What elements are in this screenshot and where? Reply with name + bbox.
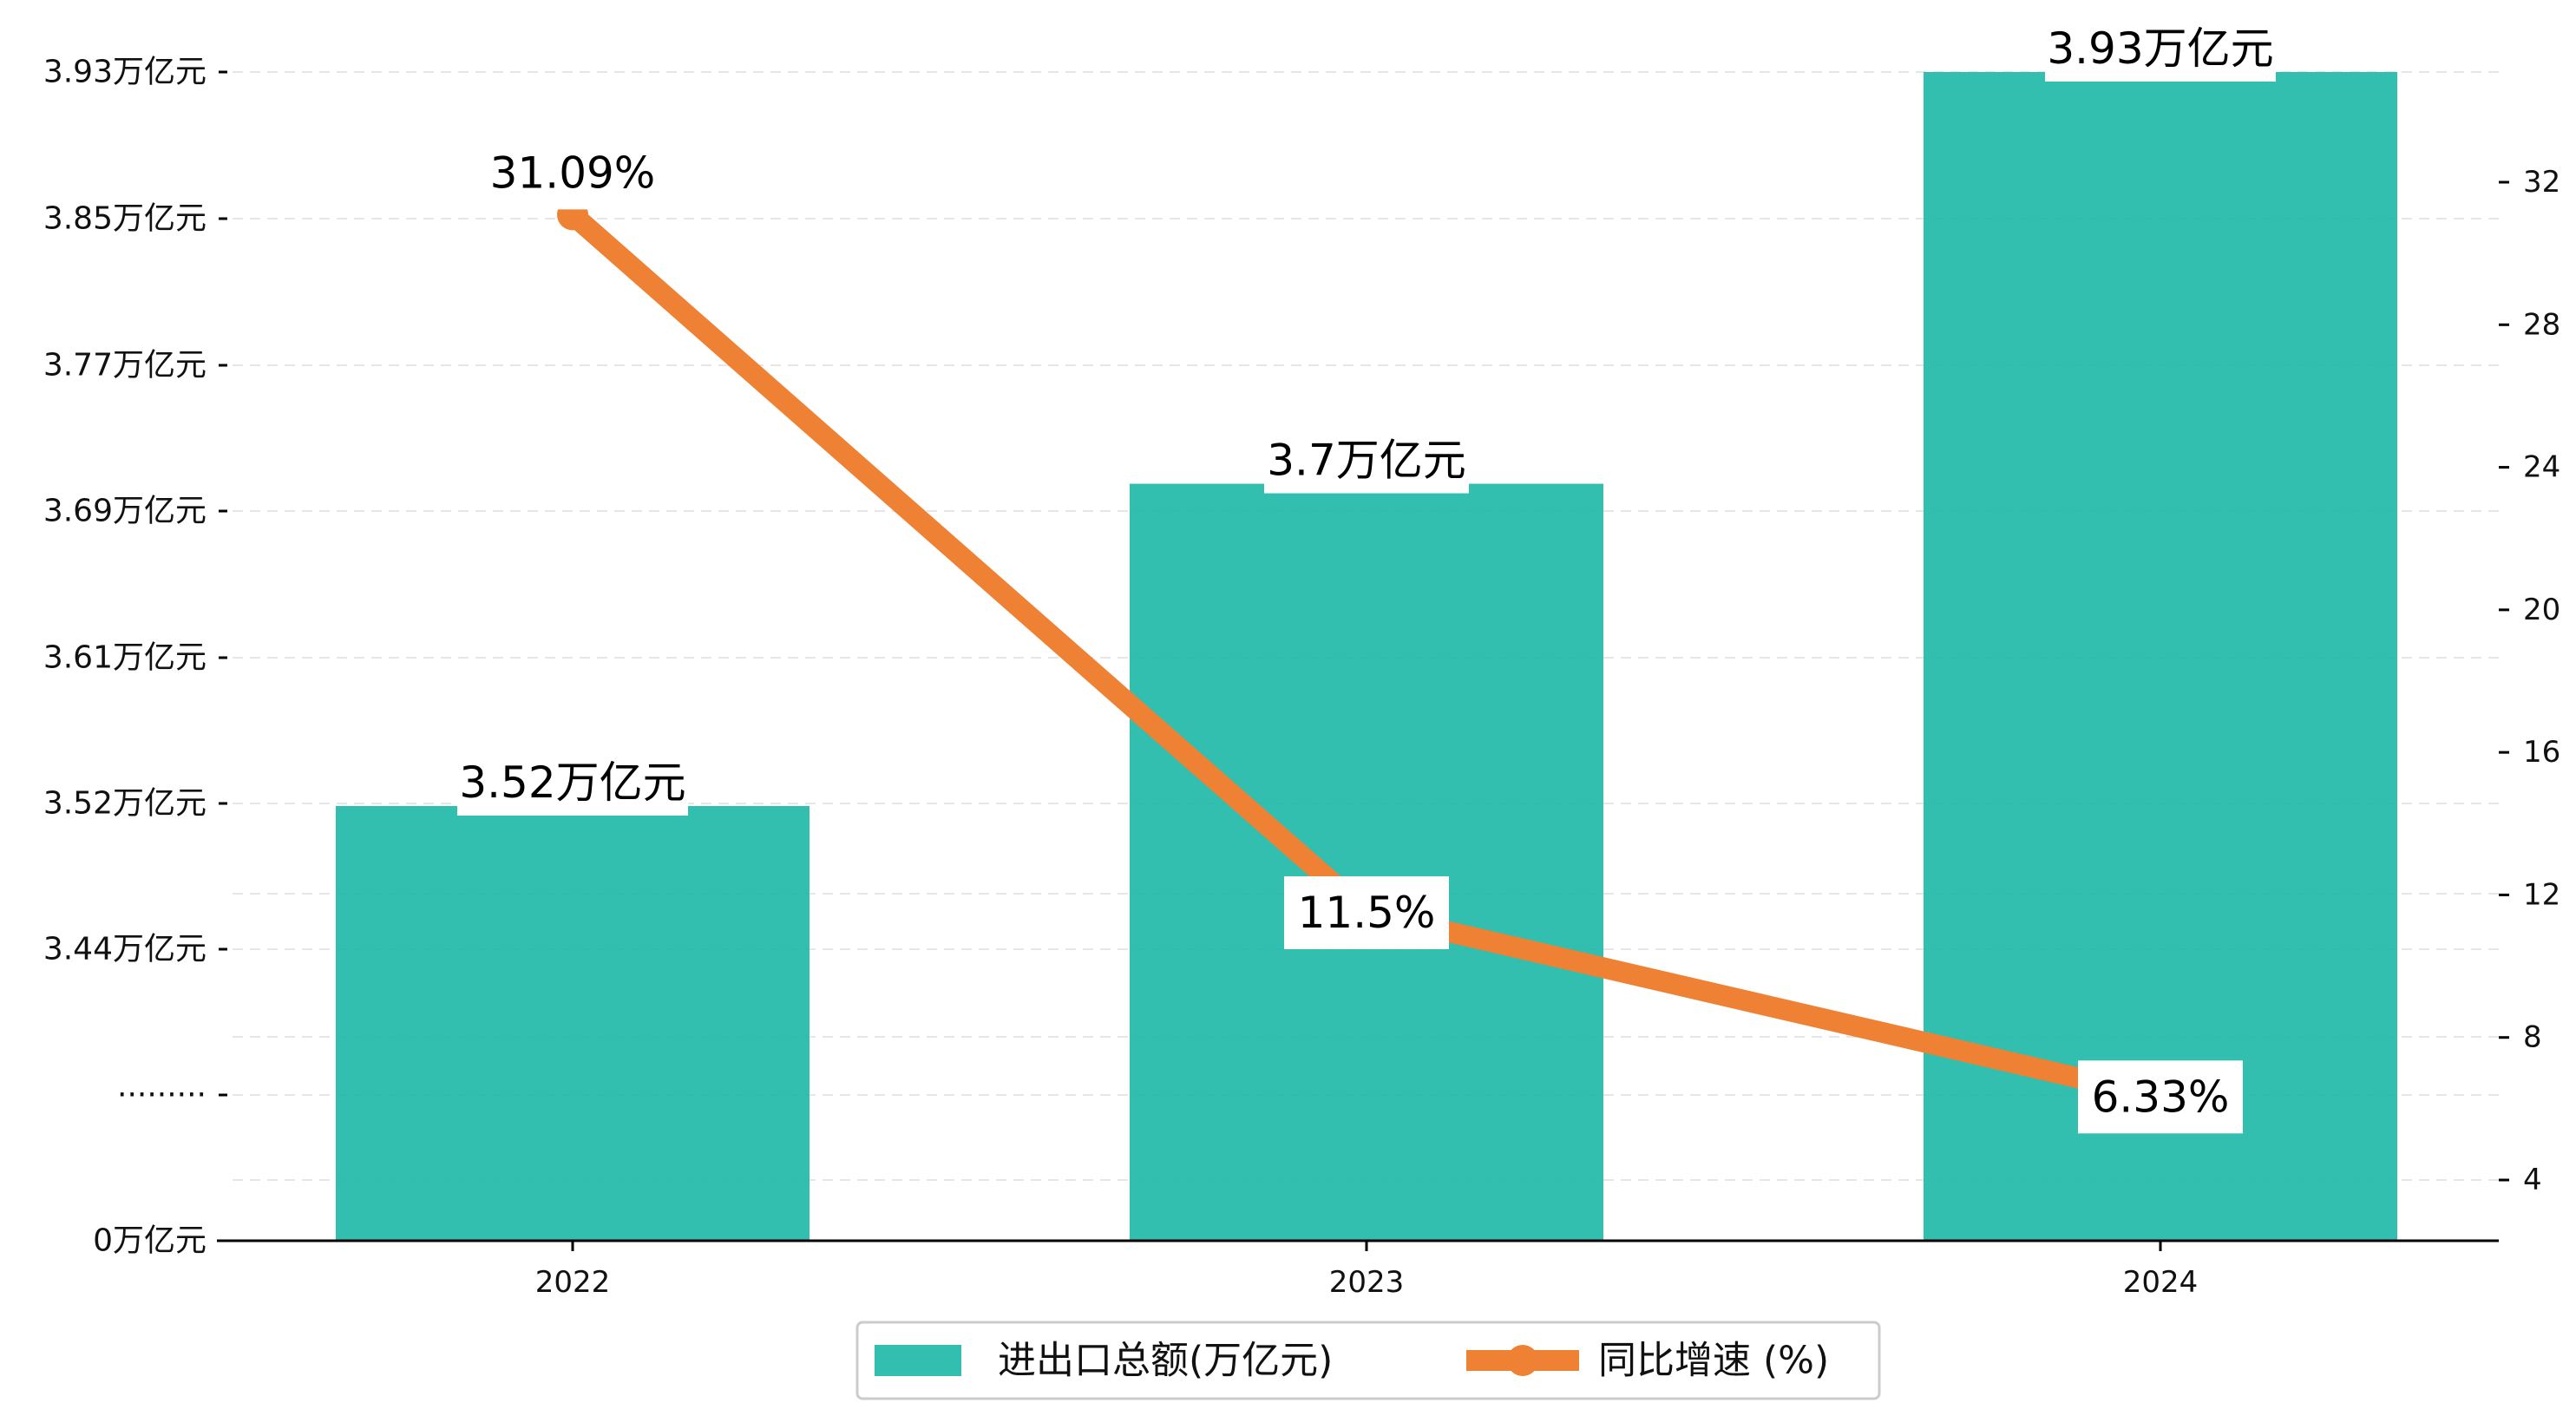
right-tick-label: 12 (2523, 877, 2560, 912)
left-tick-label: 3.44万亿元 (43, 932, 206, 967)
bar-label-2023: 3.7万亿元 (1264, 427, 1469, 494)
right-tick-label: 32 (2523, 165, 2560, 200)
right-tick-label: 16 (2523, 735, 2560, 770)
line-label-2022: 31.09% (477, 136, 668, 210)
legend-box (855, 1321, 1881, 1400)
left-tick-label: 3.93万亿元 (43, 55, 206, 90)
bar-label-2024-text: 3.93万亿元 (2047, 23, 2273, 74)
left-tick-label: 3.85万亿元 (43, 201, 206, 237)
bar-2022 (336, 805, 810, 1241)
legend-bar-label: 进出口总额(万亿元) (998, 1339, 1333, 1383)
line-label-2022-text: 31.09% (490, 148, 656, 198)
bar-label-2022: 3.52万亿元 (457, 749, 688, 816)
right-tick-label: 4 (2523, 1163, 2542, 1197)
line-label-2024-text: 6.33% (2092, 1072, 2230, 1122)
left-tick-label: ········· (117, 1078, 206, 1113)
left-tick-label: 3.61万亿元 (43, 640, 206, 676)
legend: 进出口总额(万亿元) 同比增速 (%) (855, 1321, 1881, 1400)
x-tick-label: 2023 (1329, 1265, 1405, 1300)
line-label-2023-box (1284, 875, 1449, 949)
left-tick-label: 3.69万亿元 (43, 494, 206, 529)
x-tick-label: 2024 (2123, 1265, 2199, 1300)
bar-label-2022-box (457, 749, 688, 816)
legend-line-label: 同比增速 (%) (1598, 1339, 1829, 1383)
bar-label-2023-box (1264, 427, 1469, 494)
line-label-2023-text: 11.5% (1298, 888, 1436, 938)
line-label-2022-box (477, 136, 668, 210)
left-axis-ticks: 0万亿元 ········· 3.44万亿元 3.52万亿元 3.61万亿元 3.69万亿… (43, 55, 227, 1259)
left-tick-label: 0万亿元 (93, 1223, 206, 1259)
right-tick-label: 20 (2523, 593, 2560, 627)
line-data-labels: 31.09% 11.5% 6.33% (477, 136, 2243, 1134)
bar-2023 (1130, 483, 1603, 1241)
bar-data-labels: 3.52万亿元 3.7万亿元 3.93万亿元 (457, 16, 2276, 816)
line-label-2024-box (2078, 1060, 2243, 1134)
right-tick-label: 24 (2523, 450, 2560, 485)
left-tick-label: 3.77万亿元 (43, 348, 206, 384)
left-tick-label: 3.52万亿元 (43, 786, 206, 822)
bar-label-2024-box (2045, 16, 2276, 82)
bar-series (336, 72, 2397, 1241)
x-tick-label: 2022 (535, 1265, 611, 1300)
line-label-2024: 6.33% (2078, 1060, 2243, 1134)
bar-label-2023-text: 3.7万亿元 (1267, 436, 1466, 486)
right-tick-label: 8 (2523, 1020, 2542, 1055)
x-axis-ticks: 2022 2023 2024 (535, 1241, 2199, 1300)
right-axis-ticks: 4 8 12 16 20 24 28 32 (2499, 165, 2560, 1197)
bar-label-2024: 3.93万亿元 (2045, 16, 2276, 82)
line-label-2023: 11.5% (1284, 875, 1449, 949)
bar-label-2022-text: 3.52万亿元 (459, 757, 685, 808)
legend-bar-swatch (875, 1345, 961, 1376)
bar-2024 (1924, 72, 2397, 1241)
right-tick-label: 28 (2523, 307, 2560, 342)
legend-line-marker (1507, 1345, 1538, 1376)
